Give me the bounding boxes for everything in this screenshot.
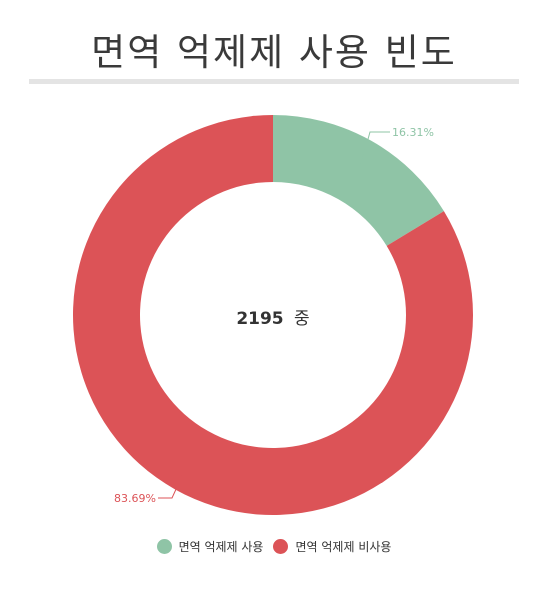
legend-item-unused[interactable]: 면역 억제제 비사용 (273, 538, 391, 555)
center-label: 2195 중 (236, 309, 309, 329)
slice-label-unused: 83.69% (114, 492, 156, 505)
leader-line-unused (158, 473, 184, 499)
legend-swatch-used (156, 539, 172, 554)
slice-unused[interactable] (72, 115, 473, 515)
legend-label-used: 면역 억제제 사용 (178, 540, 264, 554)
legend-item-used[interactable]: 면역 억제제 사용 (156, 538, 264, 555)
center-suffix: 중 (294, 309, 310, 329)
title-divider (29, 79, 519, 84)
legend-label-unused: 면역 억제제 비사용 (295, 540, 392, 554)
legend-swatch-unused (273, 539, 289, 554)
center-count: 2195 (236, 309, 283, 329)
leader-line-used (359, 131, 390, 169)
legend: 면역 억제제 사용 면역 억제제 비사용 (0, 538, 548, 555)
slice-label-used: 16.31% (392, 126, 434, 139)
slice-used[interactable] (273, 115, 444, 246)
chart-title: 면역 억제제 사용 빈도 (91, 31, 457, 74)
